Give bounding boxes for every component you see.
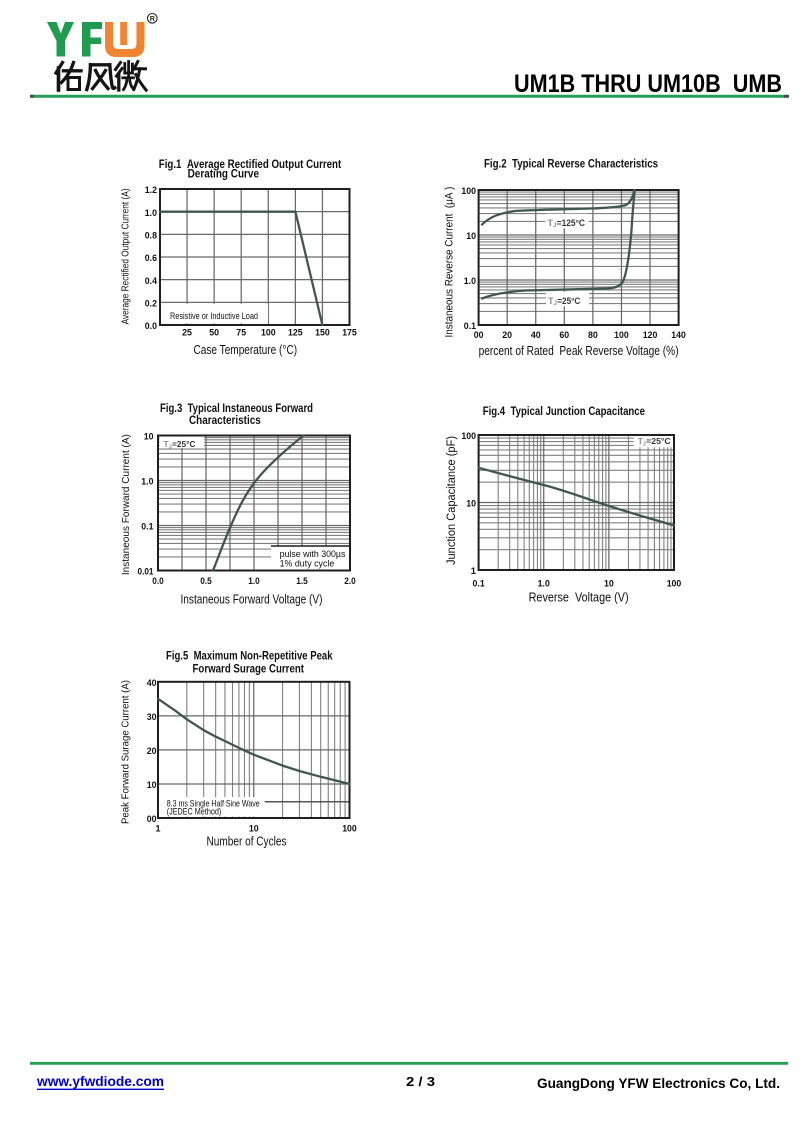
svg-text:8.3 ms Single Half Sine Wave: 8.3 ms Single Half Sine Wave: [167, 799, 260, 809]
svg-text:0.5: 0.5: [200, 576, 212, 586]
svg-text:40: 40: [531, 330, 541, 340]
svg-text:Fig.4 Typical Junction Capaci: Fig.4 Typical Junction Capacitance: [483, 404, 646, 418]
svg-text:1.0: 1.0: [538, 579, 550, 589]
svg-text:60: 60: [559, 330, 569, 340]
svg-text:J: J: [553, 222, 556, 229]
svg-text:1.0: 1.0: [141, 477, 153, 487]
svg-text:0.1: 0.1: [464, 321, 476, 331]
svg-text:UM1B THRU UM10B UMB: UM1B THRU UM10B UMB: [514, 70, 782, 98]
svg-text:0.1: 0.1: [473, 579, 485, 589]
svg-text:100: 100: [461, 186, 476, 196]
svg-text:100: 100: [342, 823, 357, 833]
svg-text:=25°C: =25°C: [557, 296, 581, 306]
svg-text:0.6: 0.6: [145, 253, 157, 263]
svg-text:J: J: [554, 300, 557, 307]
svg-text:Resistive or Inductive Load: Resistive or Inductive Load: [170, 311, 258, 321]
svg-text:1.0: 1.0: [145, 208, 157, 218]
svg-text:0.1: 0.1: [141, 522, 153, 532]
svg-text:10: 10: [466, 499, 476, 509]
svg-text:Characteristics: Characteristics: [189, 413, 261, 427]
svg-text:00: 00: [147, 814, 157, 824]
svg-text:0.4: 0.4: [145, 276, 158, 286]
svg-text:2.0: 2.0: [344, 576, 356, 586]
svg-text:0.0: 0.0: [152, 576, 164, 586]
svg-text:Instaneous Forward Current (A): Instaneous Forward Current (A): [120, 434, 132, 575]
svg-text:Forward Surage Current: Forward Surage Current: [193, 662, 305, 676]
svg-text:1: 1: [471, 566, 476, 576]
svg-text:T: T: [163, 439, 169, 449]
svg-text:175: 175: [342, 328, 357, 338]
svg-text:Fig.3 Typical Instaneous Forw: Fig.3 Typical Instaneous Forward: [160, 401, 313, 415]
svg-text:percent of Rated Peak Reverse: percent of Rated Peak Reverse Voltage (%…: [479, 344, 679, 358]
svg-text:Peak Forward Surage Current (A: Peak Forward Surage Current (A): [120, 680, 132, 824]
svg-text:0.01: 0.01: [138, 567, 154, 577]
svg-text:10: 10: [144, 432, 154, 442]
svg-text:1.5: 1.5: [296, 576, 308, 586]
svg-text:T: T: [638, 436, 644, 446]
svg-text:120: 120: [643, 330, 658, 340]
svg-text:Average Rectified Output Curre: Average Rectified Output Current (A): [121, 188, 132, 324]
svg-text:30: 30: [147, 712, 157, 722]
svg-text:T: T: [548, 218, 554, 228]
svg-text:J: J: [169, 444, 172, 450]
svg-text:Instaneous Reverse Current (μ: Instaneous Reverse Current (μA ): [444, 186, 456, 337]
svg-text:0.2: 0.2: [145, 299, 157, 309]
svg-text:=25°C: =25°C: [172, 439, 196, 449]
svg-text:1.0: 1.0: [248, 576, 260, 586]
svg-text:140: 140: [671, 330, 686, 340]
svg-text:0.0: 0.0: [145, 321, 157, 331]
svg-text:1.2: 1.2: [145, 185, 157, 195]
svg-text:125: 125: [288, 328, 303, 338]
svg-text:100: 100: [667, 579, 682, 589]
svg-text:20: 20: [502, 330, 512, 340]
svg-text:=25°C: =25°C: [646, 436, 671, 446]
svg-text:=125°C: =125°C: [557, 218, 586, 228]
svg-text:Number of Cycles: Number of Cycles: [207, 835, 287, 849]
svg-text:Reverse Voltage (V): Reverse Voltage (V): [529, 591, 629, 605]
svg-text:1% duty cycle: 1% duty cycle: [280, 559, 335, 569]
svg-text:40: 40: [147, 678, 157, 688]
svg-text:J: J: [643, 442, 646, 448]
svg-text:1: 1: [156, 823, 161, 833]
svg-text:75: 75: [236, 328, 246, 338]
svg-text:100: 100: [461, 431, 476, 441]
svg-text:100: 100: [614, 330, 629, 340]
svg-text:Instaneous Forward Voltage (V): Instaneous Forward Voltage (V): [181, 593, 323, 607]
svg-text:Fig.1 Average Rectified Outpu: Fig.1 Average Rectified Output Current: [159, 157, 342, 171]
svg-text:20: 20: [147, 746, 157, 756]
svg-text:Fig.5 Maximum Non-Repetitive: Fig.5 Maximum Non-Repetitive Peak: [166, 649, 333, 663]
svg-text:Case Temperature (°C): Case Temperature (°C): [194, 343, 298, 357]
svg-text:2 / 3: 2 / 3: [406, 1074, 435, 1089]
svg-text:80: 80: [588, 330, 598, 340]
svg-text:00: 00: [474, 330, 484, 340]
svg-text:25: 25: [182, 328, 192, 338]
svg-text:150: 150: [315, 328, 330, 338]
svg-text:GuangDong YFW Electronics Co,: GuangDong YFW Electronics Co, Ltd.: [537, 1075, 780, 1091]
svg-text:Derating Curve: Derating Curve: [188, 167, 260, 181]
svg-text:(JEDEC Method): (JEDEC Method): [167, 807, 222, 817]
svg-text:10: 10: [466, 231, 476, 241]
svg-text:R: R: [150, 14, 156, 23]
svg-text:10: 10: [249, 823, 259, 833]
svg-text:www.yfwdiode.com: www.yfwdiode.com: [36, 1073, 164, 1089]
svg-text:10: 10: [147, 780, 157, 790]
svg-text:pulse with 300µs: pulse with 300µs: [280, 549, 346, 559]
svg-text:T: T: [548, 296, 554, 306]
svg-text:1.0: 1.0: [464, 276, 476, 286]
svg-text:0.8: 0.8: [145, 231, 157, 241]
svg-text:Fig.2 Typical Reverse Charact: Fig.2 Typical Reverse Characteristics: [484, 157, 658, 171]
svg-text:Junction Capacitance (pF): Junction Capacitance (pF): [446, 436, 458, 565]
svg-text:100: 100: [261, 328, 276, 338]
svg-text:10: 10: [604, 579, 614, 589]
svg-text:50: 50: [209, 328, 219, 338]
